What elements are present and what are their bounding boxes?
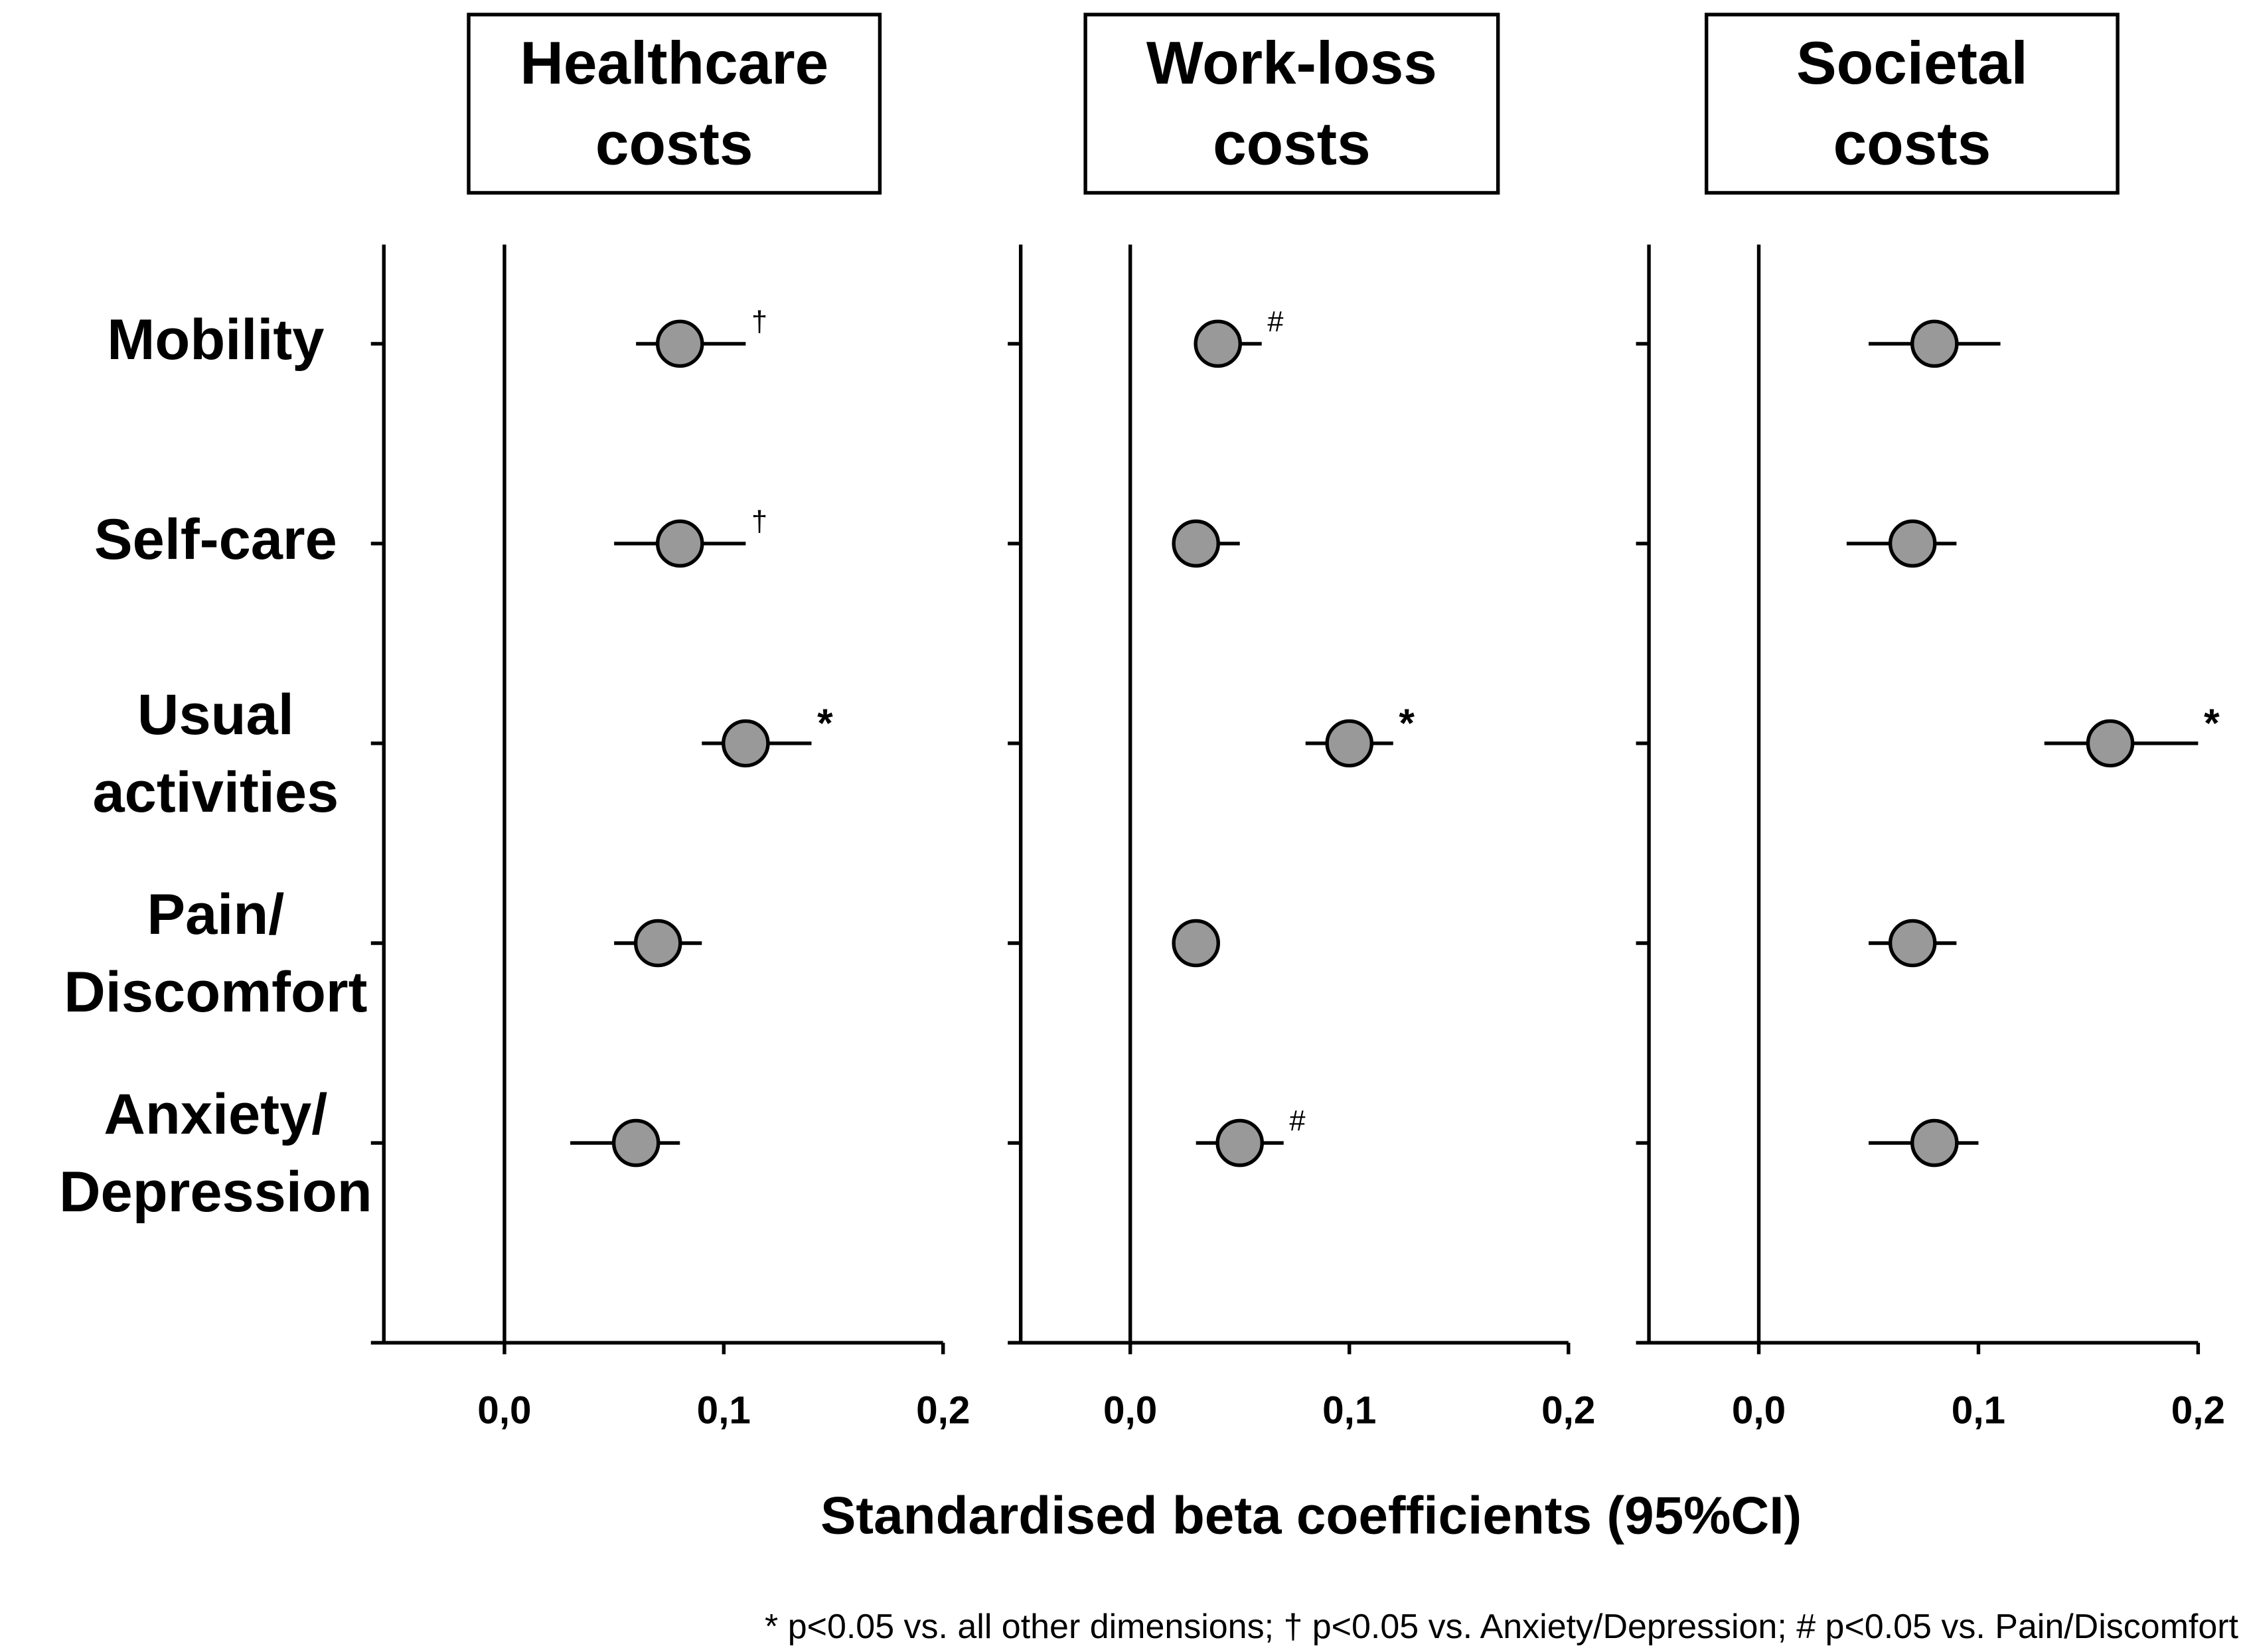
point: [1172, 919, 1220, 968]
point: [1888, 919, 1937, 968]
panel-title: Societal costs: [1796, 30, 2028, 177]
point: [611, 1118, 660, 1167]
point: [1194, 319, 1242, 368]
y-tick-label: Anxiety/Depression: [59, 1083, 372, 1224]
x-tick-label: 0,1: [697, 1389, 751, 1432]
point: [1172, 519, 1220, 568]
point: [655, 319, 704, 368]
point: [1910, 319, 1959, 368]
annotation: *: [817, 700, 833, 745]
y-tick-label: Self-care: [94, 508, 337, 571]
annotation: †: [751, 306, 767, 338]
y-tick-label: Pain/Discomfort: [64, 883, 367, 1024]
point: [1888, 519, 1937, 568]
x-tick-label: 0,0: [477, 1389, 531, 1432]
x-axis-label: Standardised beta coefficients (95%CI): [820, 1485, 1802, 1545]
x-tick-label: 0,2: [2171, 1389, 2225, 1432]
point: [1215, 1118, 1264, 1167]
annotation: *: [2204, 700, 2220, 745]
panel-title: Work-loss costs: [1146, 30, 1437, 177]
point: [2086, 719, 2135, 768]
annotation: †: [751, 506, 767, 538]
x-tick-label: 0,2: [916, 1389, 970, 1432]
footnote: * p<0.05 vs. all other dimensions; † p<0…: [765, 1608, 2239, 1646]
x-tick-label: 0,1: [1952, 1389, 2005, 1432]
annotation: #: [1289, 1105, 1305, 1137]
point: [1325, 719, 1374, 768]
panel-title: Healthcare costs: [520, 30, 828, 177]
y-tick-label: Usual activities: [92, 683, 339, 824]
x-tick-label: 0,1: [1322, 1389, 1376, 1432]
point: [633, 919, 682, 968]
point: [722, 719, 770, 768]
title-box: [467, 13, 882, 195]
point: [655, 519, 704, 568]
annotation: #: [1267, 306, 1283, 338]
annotation: *: [1399, 700, 1415, 745]
point: [1910, 1118, 1959, 1167]
x-tick-label: 0,0: [1103, 1389, 1157, 1432]
title-box: [1083, 13, 1500, 195]
title-box: [1704, 13, 2120, 195]
x-tick-label: 0,0: [1732, 1389, 1786, 1432]
y-tick-label: Mobility: [107, 308, 324, 372]
x-tick-label: 0,2: [1541, 1389, 1595, 1432]
